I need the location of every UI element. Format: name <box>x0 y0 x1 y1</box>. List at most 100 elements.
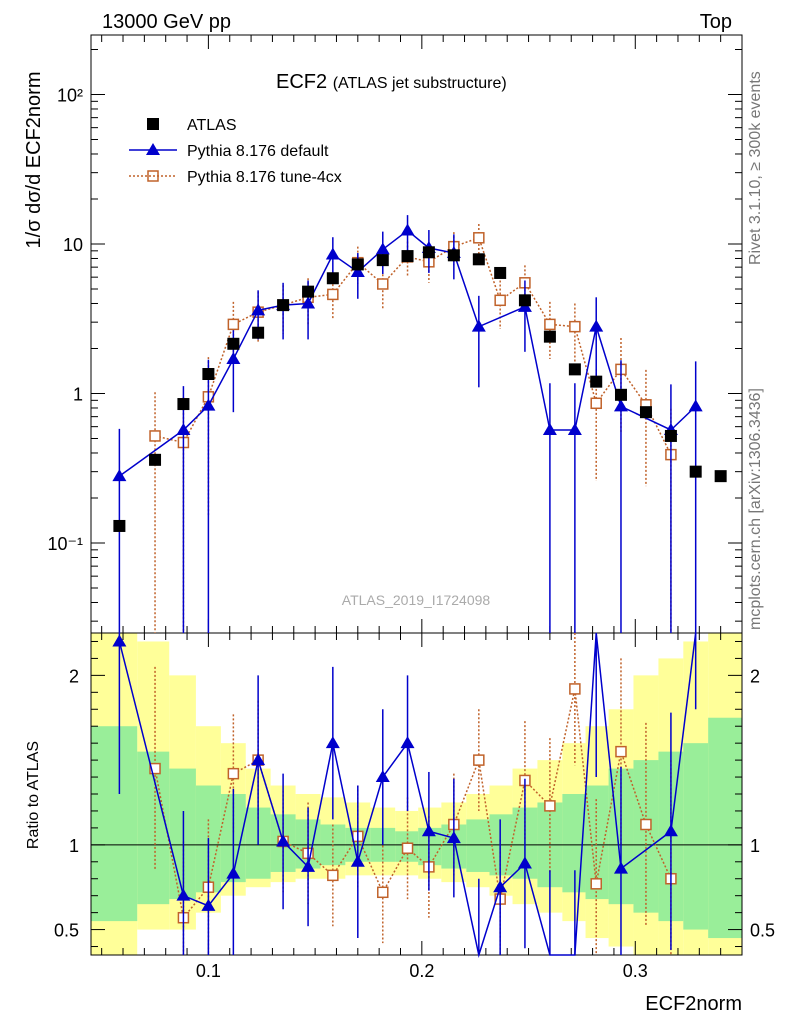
atlas-point <box>689 465 702 478</box>
atlas-point <box>351 258 364 271</box>
default-ratio-point <box>613 861 628 874</box>
atlas-point <box>113 519 126 532</box>
tune4cx-point <box>327 288 339 301</box>
axis-ticks: 0.1 0.2 0.3 10⁻¹ 1 10 10² 0.5 0.5 1 1 2 2 <box>47 35 775 981</box>
ratio-band-inner <box>562 794 586 893</box>
y-axis-label: 1/σ dσ/d ECF2norm <box>23 72 45 249</box>
default-ratio-point <box>226 866 241 879</box>
legend-marker-atlas <box>147 118 159 130</box>
atlas-point <box>202 368 215 381</box>
tune4cx-ratio-point <box>149 762 161 775</box>
ratio-uncertainty-bands <box>91 633 742 955</box>
tune4cx-ratio-point <box>544 800 556 812</box>
y-tick-label: 1 <box>73 384 83 404</box>
legend-label: Pythia 8.176 default <box>187 143 329 160</box>
default-point <box>176 422 191 435</box>
ratio-tick-label: 2 <box>69 666 79 686</box>
x-axis-label: ECF2norm <box>645 993 742 1015</box>
default-point <box>226 352 241 365</box>
tune4cx-ratio-point <box>377 886 389 899</box>
x-tick-label: 0.3 <box>623 961 648 981</box>
default-ratio-point <box>251 753 266 766</box>
atlas-point <box>227 337 240 350</box>
default-ratio-point <box>400 736 415 749</box>
legend-marker-default <box>146 143 160 155</box>
ratio-band-inner <box>466 819 490 872</box>
default-point <box>375 242 390 255</box>
default-ratio-point <box>301 859 316 872</box>
atlas-point <box>302 285 315 298</box>
atlas-point <box>422 246 435 259</box>
default-ratio-point <box>493 880 508 893</box>
default-point <box>400 223 415 236</box>
ratio-tick-label-right: 1 <box>750 836 760 856</box>
tune4cx-point <box>473 232 485 244</box>
atlas-point <box>447 249 460 262</box>
default-point <box>350 264 365 277</box>
default-point <box>688 399 703 412</box>
atlas-point <box>494 266 507 279</box>
default-ratio-point <box>663 824 678 837</box>
default-ratio-point <box>517 856 532 869</box>
atlas-point <box>401 250 414 263</box>
default-point <box>301 296 316 309</box>
legend-label: Pythia 8.176 tune-4cx <box>187 169 342 186</box>
tune4cx-point <box>227 318 240 331</box>
ratio-band-inner <box>585 785 609 900</box>
tune4cx-ratio-point <box>640 818 652 831</box>
atlas-point <box>472 253 485 266</box>
chart-title: ECF2 (ATLAS jet substructure) <box>276 71 507 93</box>
legend-label: ATLAS <box>187 117 237 134</box>
atlas-point <box>568 363 581 376</box>
tune4cx-ratio-point <box>327 869 339 882</box>
atlas-point <box>590 375 603 388</box>
default-ratio-point <box>276 834 291 847</box>
ratio-tick-label-right: 2 <box>750 666 760 686</box>
mcplots-label: mcplots.cern.ch [arXiv:1306.3436] <box>747 388 764 630</box>
ratio-band-inner <box>683 743 709 930</box>
tune4cx-point <box>377 278 389 290</box>
default-point <box>613 399 628 412</box>
y-tick-label: 10² <box>57 85 83 105</box>
atlas-point <box>252 326 265 339</box>
legend: ATLAS Pythia 8.176 default Pythia 8.176 tu… <box>129 117 342 186</box>
header-left: 13000 GeV pp <box>102 11 231 33</box>
tune4cx-ratio-point <box>590 878 602 890</box>
atlas-point <box>149 453 162 466</box>
atlas-point <box>639 406 652 419</box>
default-point <box>589 319 604 332</box>
atlas-point <box>326 272 339 285</box>
atlas-point <box>177 398 190 411</box>
atlas-point <box>376 254 389 267</box>
default-point <box>201 398 216 411</box>
header-right: Top <box>700 11 732 33</box>
ratio-tick-label: 0.5 <box>54 921 79 941</box>
atlas-point <box>714 470 727 483</box>
tune4cx-ratio-point <box>473 754 485 766</box>
default-point <box>542 422 557 435</box>
tune4cx-point <box>590 397 602 410</box>
atlas-point <box>543 330 556 343</box>
default-point <box>567 422 582 435</box>
tune4cx-ratio-point <box>227 767 240 780</box>
atlas-point <box>664 429 677 442</box>
atlas-point <box>518 294 531 307</box>
ratio-axis-label: Ratio to ATLAS <box>25 741 42 849</box>
rivet-label: Rivet 3.1.10, ≥ 300k events <box>747 71 764 265</box>
default-ratio-line <box>118 632 697 958</box>
default-point <box>325 247 340 260</box>
atlas-point <box>277 299 290 312</box>
y-tick-label: 10⁻¹ <box>47 534 83 554</box>
analysis-id: ATLAS_2019_I1724098 <box>342 592 491 608</box>
default-ratio-point <box>375 770 390 783</box>
tune4cx-point <box>494 294 506 307</box>
tune4cx-ratio-point <box>615 745 627 758</box>
default-point <box>471 319 486 332</box>
default-point <box>112 469 127 482</box>
tune4cx-ratio-point <box>569 683 581 695</box>
tune4cx-point <box>569 320 581 333</box>
chart-marks <box>112 118 727 958</box>
x-tick-label: 0.1 <box>196 961 221 981</box>
ratio-tick-label-right: 0.5 <box>750 921 775 941</box>
